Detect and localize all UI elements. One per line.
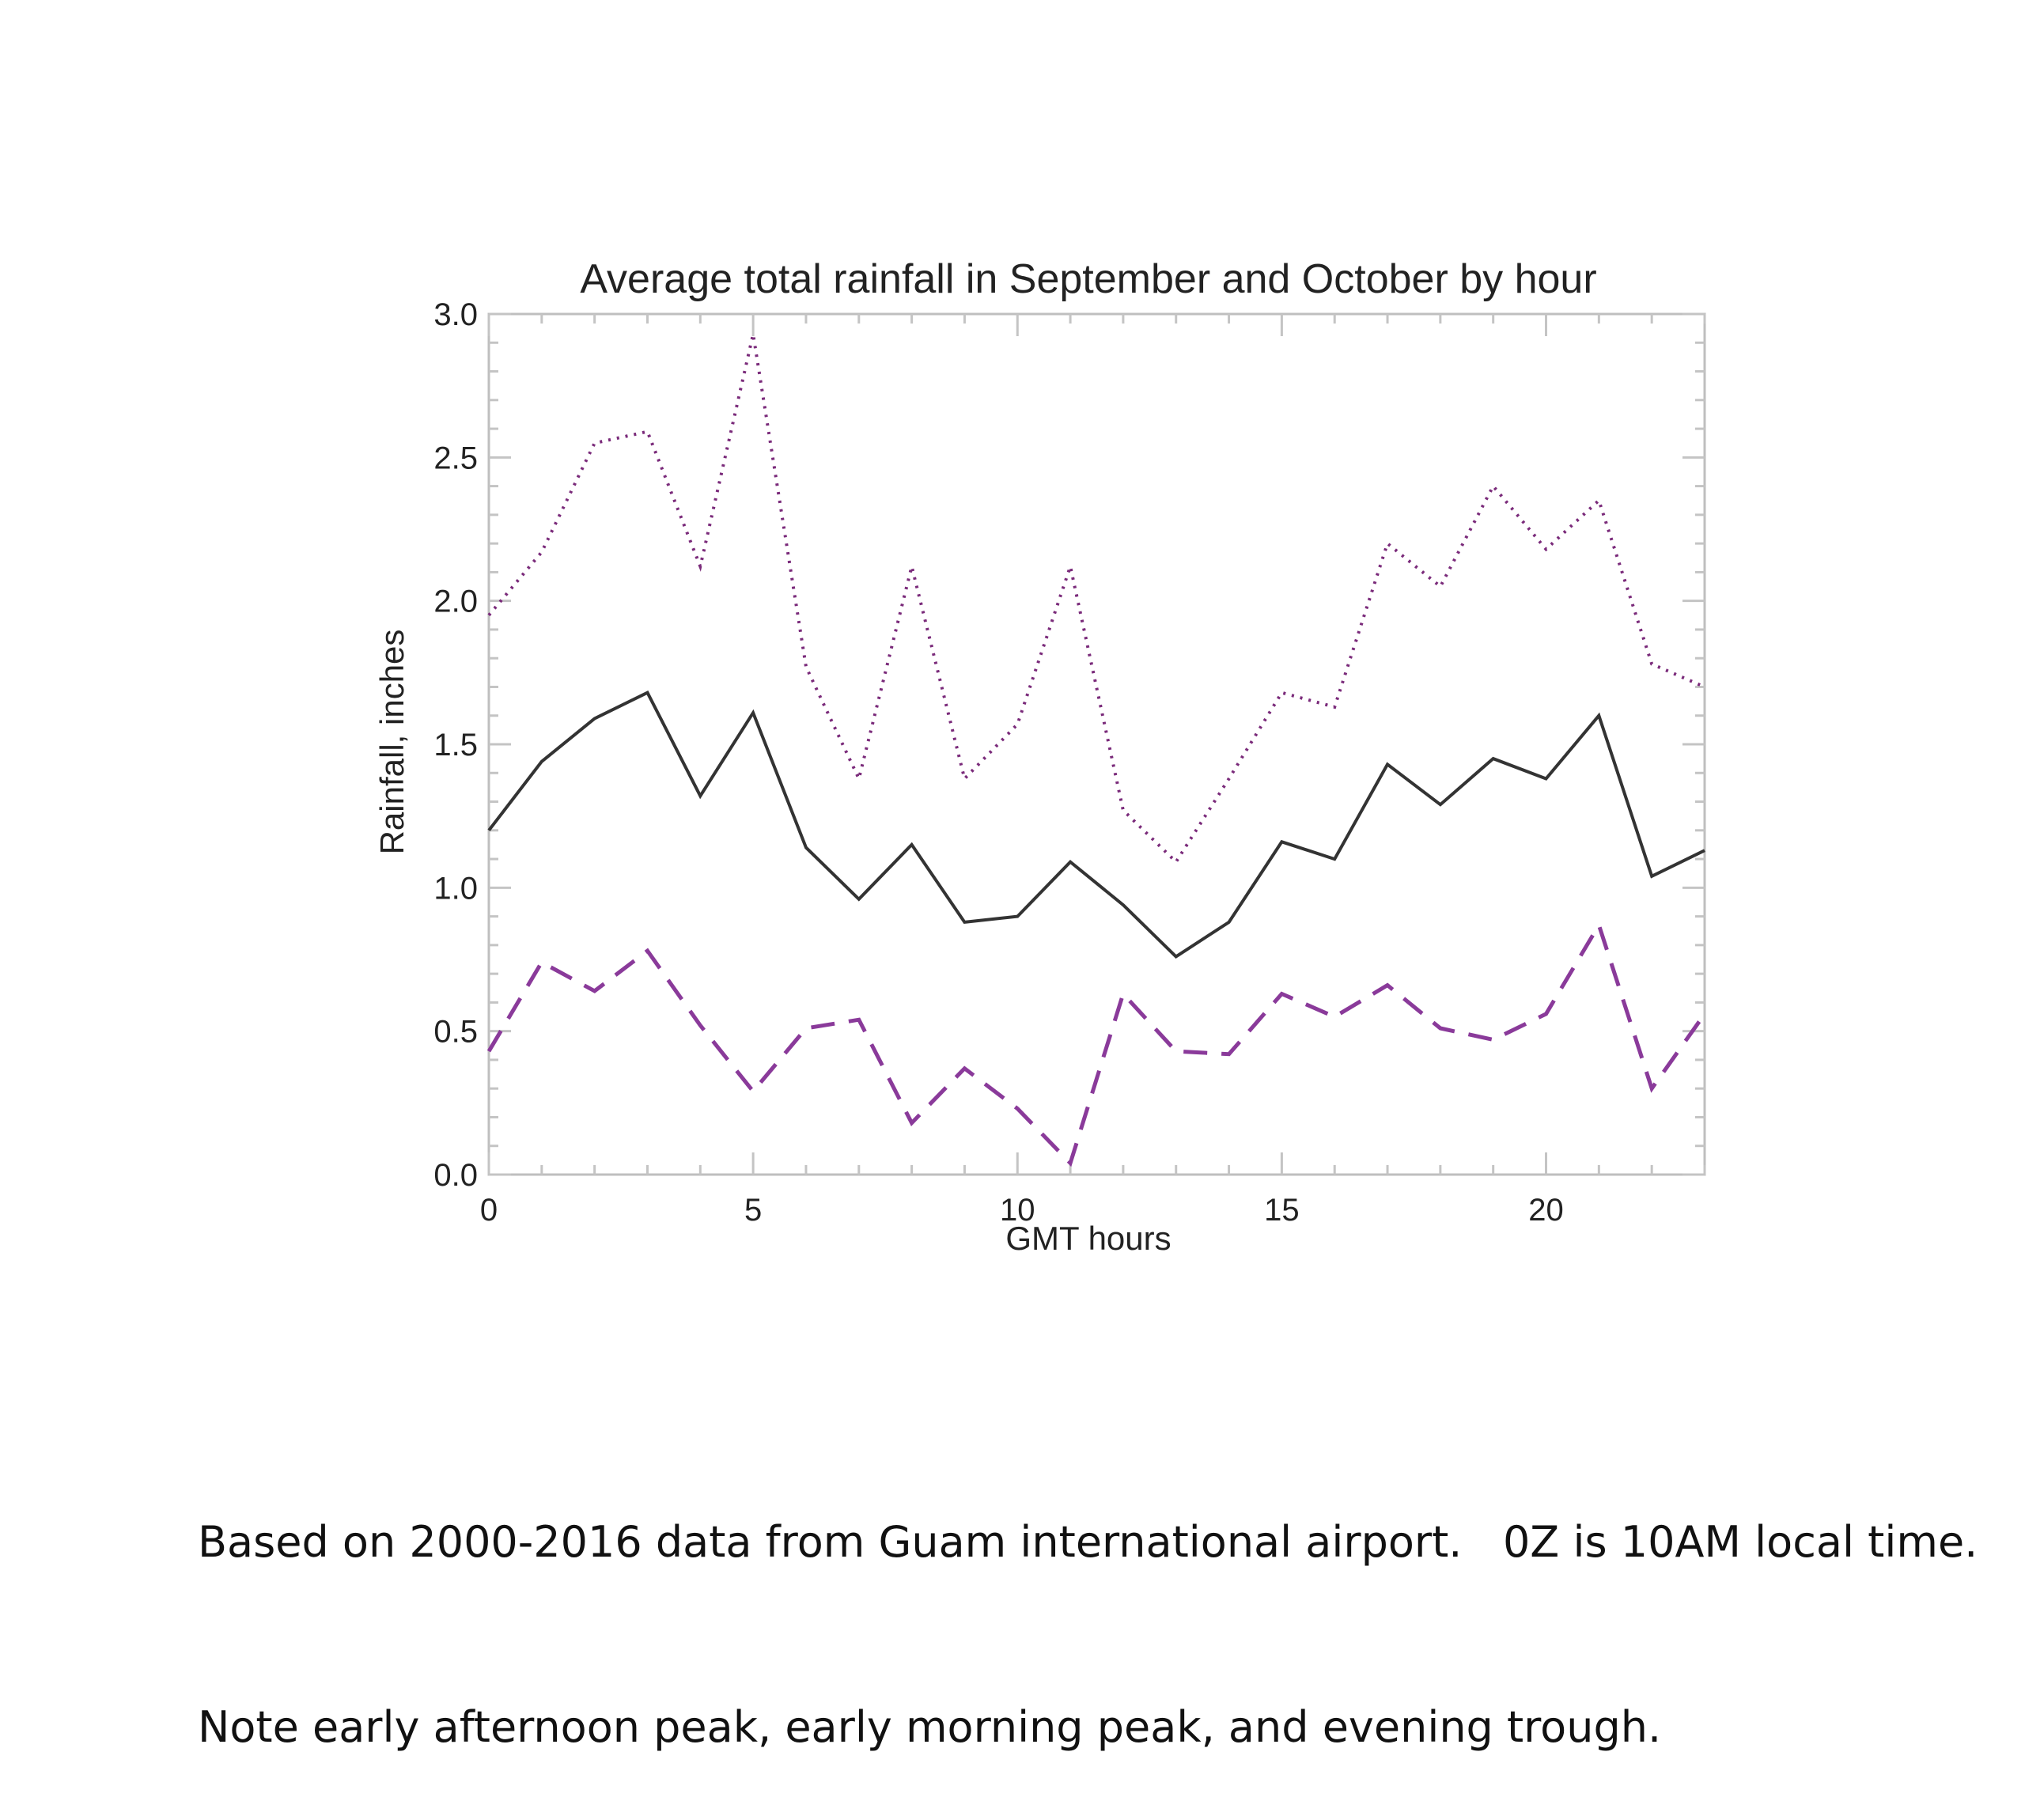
plot-frame xyxy=(487,312,1706,1176)
y-axis-label: Rainfall, inches xyxy=(373,630,411,855)
x-tick-label: 15 xyxy=(1264,1193,1300,1228)
x-tick-label: 5 xyxy=(744,1193,762,1228)
chart-title: Average total rainfall in September and … xyxy=(580,256,1596,302)
y-tick-label: 1.5 xyxy=(433,728,478,762)
series-lines xyxy=(486,333,1707,1167)
x-axis-label: GMT hours xyxy=(1005,1220,1171,1257)
series-line-dashed xyxy=(486,920,1707,1167)
y-tick-label: 0.0 xyxy=(433,1158,478,1193)
y-tick-label: 2.5 xyxy=(433,441,478,475)
rainfall-line-chart: Average total rainfall in September and … xyxy=(373,256,1707,1257)
y-tick-label: 3.0 xyxy=(433,297,478,332)
series-line-solid xyxy=(487,691,1705,959)
caption-line-1: Based on 2000-2016 data from Guam intern… xyxy=(198,1517,1978,1567)
x-tick-label: 10 xyxy=(1000,1193,1035,1228)
series-line-dotted xyxy=(487,333,1705,865)
x-tick-label: 0 xyxy=(480,1193,498,1228)
axis-ticks: 0 5 10 15 20 0.0 0.5 1.0 1.5 2.0 2.5 3.0 xyxy=(433,297,1706,1228)
caption-line-2: Note early afternoon peak, early morning… xyxy=(198,1702,1662,1752)
caption: Based on 2000-2016 data from Guam intern… xyxy=(198,1388,1978,1820)
y-tick-label: 1.0 xyxy=(433,871,478,906)
y-tick-label: 0.5 xyxy=(433,1015,478,1050)
plot-area-border xyxy=(487,312,1706,1176)
x-tick-label: 20 xyxy=(1528,1193,1564,1228)
y-tick-label: 2.0 xyxy=(433,585,478,619)
